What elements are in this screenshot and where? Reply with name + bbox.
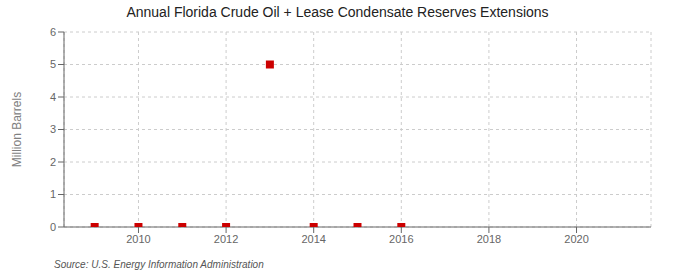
html-text:Annual Florida Crude Oil + Lea: Annual Florida Crude Oil + Lease Condens… — [126, 4, 549, 20]
svg-text:2010: 2010 — [126, 233, 150, 245]
svg-text:2016: 2016 — [389, 233, 413, 245]
svg-text:0: 0 — [50, 221, 56, 233]
svg-text:2020: 2020 — [564, 233, 588, 245]
svg-text:2: 2 — [50, 156, 56, 168]
html-text:Source: U.S. Energy Informatio: Source: U.S. Energy Information Administ… — [54, 259, 264, 270]
svg-text:5: 5 — [50, 58, 56, 70]
svg-text:2014: 2014 — [301, 233, 325, 245]
svg-text:4: 4 — [50, 91, 56, 103]
svg-text:2018: 2018 — [477, 233, 501, 245]
svg-text:3: 3 — [50, 123, 56, 135]
svg-text:6: 6 — [50, 26, 56, 38]
svg-text:1: 1 — [50, 188, 56, 200]
svg-text:2012: 2012 — [214, 233, 238, 245]
svg-text:Million Barrels: Million Barrels — [10, 92, 24, 167]
